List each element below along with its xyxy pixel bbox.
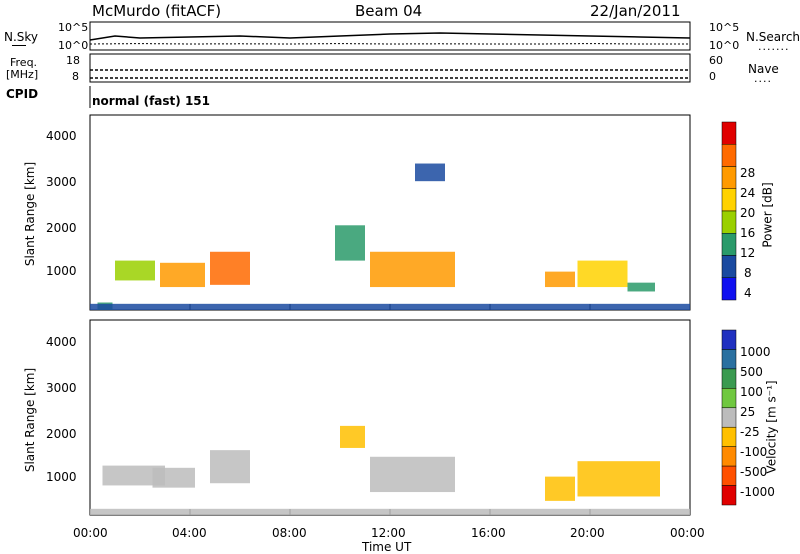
power-patch (115, 260, 155, 281)
noise-left-label: N.Sky (4, 30, 39, 44)
velocity-cbar-tick: -1000 (740, 485, 775, 499)
power-patch (210, 251, 250, 285)
freq-right-tick-bottom: 0 (709, 70, 716, 83)
xtick: 04:00 (172, 526, 207, 540)
power-ytick: 2000 (46, 221, 77, 235)
freq-panel-frame (89, 53, 691, 83)
velocity-cbar-tick: -500 (740, 465, 768, 479)
power-cbar-tick: 24 (740, 186, 756, 200)
power-colorbar-segment (721, 255, 737, 278)
noise-left-tick-bottom: 10^0 (58, 39, 89, 52)
power-colorbar-segment (721, 210, 737, 234)
xtick: 20:00 (570, 526, 605, 540)
power-colorbar-segment (721, 233, 737, 256)
beam-title: Beam 04 (355, 2, 423, 20)
freq-left-tick-bottom: 8 (72, 70, 79, 83)
power-patch (627, 282, 655, 292)
power-ytick: 1000 (46, 264, 77, 278)
noise-left-underline (12, 45, 26, 46)
velocity-colorbar-segment (721, 465, 737, 486)
power-ytick: 4000 (46, 129, 77, 143)
freq-label-line1: Freq. (10, 56, 38, 69)
velocity-cbar-tick: 1000 (740, 345, 771, 359)
nave-dots: .... (754, 72, 772, 85)
velocity-patch (152, 467, 195, 488)
cpid-label: CPID (6, 87, 39, 101)
velocity-colorbar-segment (721, 426, 737, 447)
noise-left-tick-top: 10^5 (58, 21, 89, 34)
noise-panel-frame (89, 21, 691, 51)
velocity-colorbar-segment (721, 329, 737, 350)
velocity-cbar-tick: -100 (740, 445, 768, 459)
noise-right-tick-bottom: 10^0 (709, 39, 740, 52)
power-cbar-tick: 8 (744, 266, 752, 280)
power-colorbar-segment (721, 188, 737, 212)
power-ytick: 3000 (46, 175, 77, 189)
velocity-cbar-tick: 100 (740, 385, 763, 399)
velocity-patch (102, 465, 165, 486)
station-title: McMurdo (fitACF) (92, 2, 222, 20)
velocity-patch (90, 508, 690, 515)
noise-series-line (89, 32, 691, 41)
velocity-ytick: 4000 (46, 335, 77, 349)
velocity-patch (210, 450, 250, 484)
power-colorbar-segment (721, 144, 737, 167)
noise-right-dots: ....... (758, 40, 790, 53)
velocity-colorbar-segment (721, 485, 737, 506)
velocity-ytick: 1000 (46, 470, 77, 484)
power-patch (577, 260, 628, 288)
velocity-colorbar-segment (721, 388, 737, 409)
freq-right-tick-top: 60 (709, 54, 723, 67)
velocity-cbar-tick: 500 (740, 365, 763, 379)
power-colorbar-segment (721, 277, 737, 301)
freq-label-line2: [MHz] (6, 68, 39, 81)
power-patch (160, 262, 205, 288)
velocity-colorbar-segment (721, 407, 737, 428)
power-cbar-tick: 20 (740, 206, 756, 220)
power-patch (335, 225, 365, 261)
velocity-patch (370, 456, 455, 493)
velocity-colorbar-segment (721, 349, 737, 370)
velocity-ytick: 3000 (46, 381, 77, 395)
velocity-patch (340, 425, 365, 448)
velocity-patch (545, 476, 575, 501)
power-cbar-tick: 4 (744, 286, 752, 300)
date-title: 22/Jan/2011 (590, 2, 681, 20)
power-patch (90, 303, 690, 310)
velocity-ytick: 2000 (46, 427, 77, 441)
velocity-cbar-tick: 25 (740, 405, 756, 419)
velocity-colorbar-segment (721, 368, 737, 389)
power-colorbar-segment (721, 166, 737, 189)
power-cbar-tick: 12 (740, 246, 756, 260)
xtick: 00:00 (73, 526, 108, 540)
velocity-patch (577, 461, 660, 497)
power-cbar-tick: 28 (740, 166, 756, 180)
xtick: 08:00 (272, 526, 307, 540)
xaxis-label: Time UT (362, 540, 412, 554)
freq-left-tick-top: 18 (66, 54, 80, 67)
xtick: 12:00 (371, 526, 406, 540)
xtick: 00:00 (670, 526, 705, 540)
nave-label: Nave (748, 62, 779, 76)
noise-right-label: N.Search (746, 30, 800, 44)
velocity-colorbar-segment (721, 446, 737, 467)
cpid-value: normal (fast) 151 (92, 94, 210, 108)
power-patch (370, 251, 455, 288)
power-colorbar-segment (721, 121, 737, 145)
xtick: 16:00 (471, 526, 506, 540)
velocity-cbar-tick: -25 (740, 425, 760, 439)
power-patch (415, 163, 445, 182)
power-cbar-tick: 16 (740, 226, 756, 240)
power-patch (545, 271, 575, 288)
noise-right-tick-top: 10^5 (709, 21, 740, 34)
